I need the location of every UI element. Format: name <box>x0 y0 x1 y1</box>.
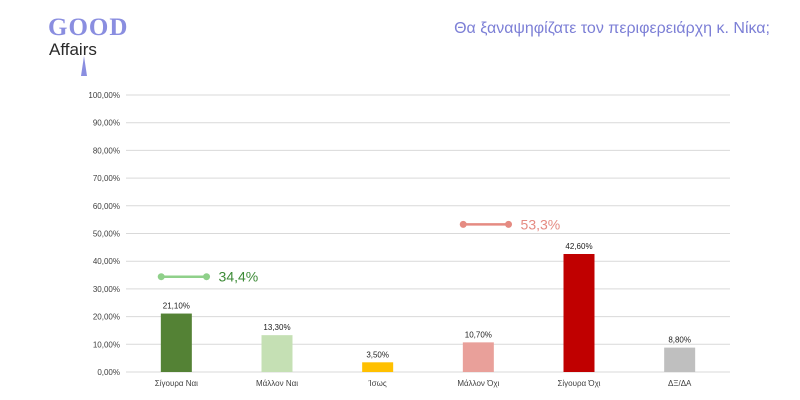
data-label: 10,70% <box>465 330 492 339</box>
y-tick-label: 90,00% <box>93 119 120 128</box>
y-tick-label: 30,00% <box>93 285 120 294</box>
y-tick-label: 50,00% <box>93 230 120 239</box>
data-label: 8,80% <box>668 336 691 345</box>
y-tick-label: 100,00% <box>88 91 120 100</box>
data-label: 13,30% <box>263 323 290 332</box>
y-tick-label: 40,00% <box>93 257 120 266</box>
y-tick-label: 70,00% <box>93 174 120 183</box>
x-tick-label: Σίγουρα Όχι <box>557 379 600 388</box>
y-tick-label: 60,00% <box>93 202 120 211</box>
logo-good-text: GOOD <box>48 14 129 41</box>
annotation-label: 34,4% <box>219 269 259 285</box>
x-tick-label: Μάλλον Όχι <box>457 379 499 388</box>
bar <box>462 342 494 372</box>
logo-affairs-text: Affairs <box>49 40 97 59</box>
chart-title: Θα ξαναψηφίζατε τον περιφερειάρχη κ. Νίκ… <box>454 20 770 37</box>
x-tick-label: ΔΞ/ΔΑ <box>668 379 692 388</box>
x-tick-label: Μάλλον Ναι <box>256 379 298 388</box>
x-tick-label: Σίγουρα Ναι <box>155 379 198 388</box>
y-tick-label: 0,00% <box>97 368 120 377</box>
y-tick-label: 10,00% <box>93 340 120 349</box>
bar <box>563 253 595 372</box>
data-label: 21,10% <box>163 302 190 311</box>
logo: GOOD Affairs <box>48 14 148 76</box>
bar <box>664 347 696 372</box>
annotation-label: 53,3% <box>521 216 561 232</box>
annotation-dot <box>157 273 165 281</box>
bar <box>160 313 192 372</box>
data-label: 42,60% <box>565 242 592 251</box>
data-label: 3,50% <box>366 350 389 359</box>
tower-icon <box>81 56 87 76</box>
y-tick-label: 20,00% <box>93 313 120 322</box>
bar <box>261 335 293 372</box>
bar <box>362 362 394 372</box>
x-tick-label: Ίσως <box>368 379 387 388</box>
annotation-dot <box>459 220 467 228</box>
y-tick-label: 80,00% <box>93 146 120 155</box>
annotation-dot <box>505 220 513 228</box>
annotation-dot <box>203 273 211 281</box>
